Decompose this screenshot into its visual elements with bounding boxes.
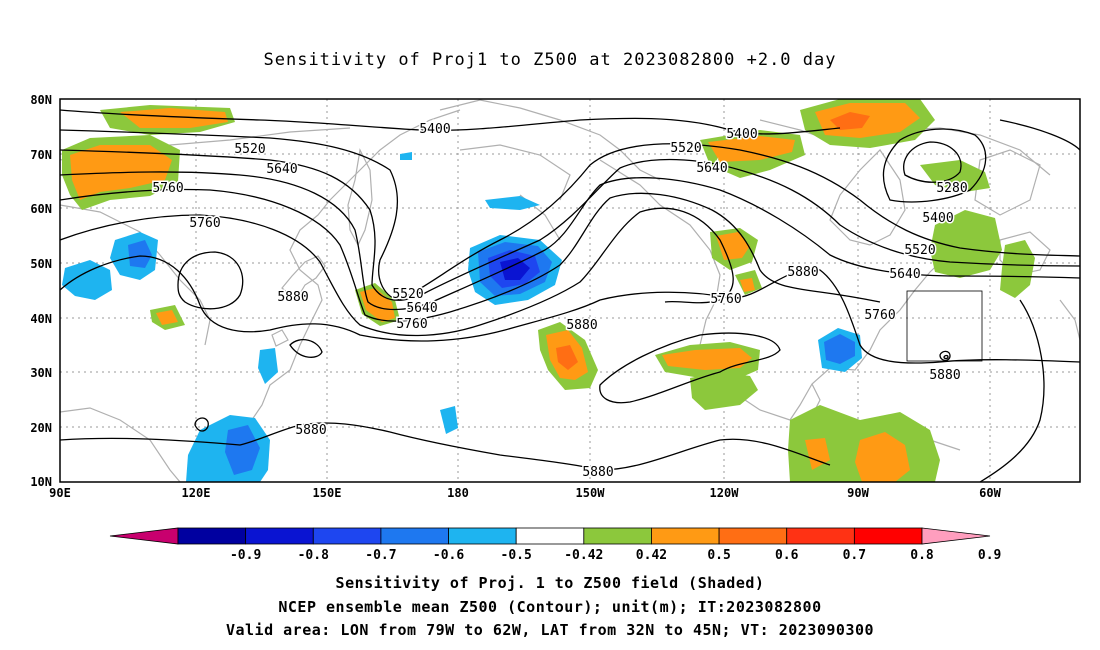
contour-label: 5880 bbox=[295, 423, 326, 438]
colorbar-tick-label: -0.9 bbox=[230, 548, 261, 563]
lat-label: 60N bbox=[30, 202, 52, 216]
colorbar-high-extend bbox=[921, 527, 991, 545]
contour-label: 5640 bbox=[696, 161, 727, 176]
map-title: Sensitivity of Proj1 to Z500 at 20230828… bbox=[263, 50, 837, 70]
colorbar-swatch bbox=[448, 527, 517, 545]
contour-label: 5760 bbox=[396, 317, 427, 332]
lon-label: 60W bbox=[979, 486, 1001, 500]
colorbar-swatch bbox=[718, 527, 788, 545]
lat-label: 30N bbox=[30, 366, 52, 380]
contour-label: 5520 bbox=[904, 243, 935, 258]
latitude-axis: 80N 70N 60N 50N 40N 30N 20N 10N bbox=[30, 93, 52, 489]
colorbar-swatch bbox=[853, 527, 923, 545]
colorbar-swatch bbox=[312, 527, 382, 545]
colorbar-tick-label: 0.5 bbox=[707, 548, 730, 563]
contour-label: 5880 bbox=[929, 368, 960, 383]
lon-label: 180 bbox=[447, 486, 469, 500]
lat-label: 70N bbox=[30, 148, 52, 162]
caption-shaded: Sensitivity of Proj. 1 to Z500 field (Sh… bbox=[335, 574, 765, 592]
colorbar-swatch bbox=[245, 527, 314, 545]
colorbar-tick-label: 0.6 bbox=[775, 548, 799, 563]
colorbar-tick-label: -0.5 bbox=[501, 548, 532, 563]
colorbar: -0.9 -0.8 -0.7 -0.6 -0.5 -0.42 0.42 0.5 0.6 0.7 0.… bbox=[109, 527, 1001, 563]
contour-label: 5520 bbox=[670, 141, 701, 156]
contour-label: 5400 bbox=[726, 127, 757, 142]
lon-label: 90E bbox=[49, 486, 71, 500]
contour-label: 5400 bbox=[922, 211, 953, 226]
lat-label: 40N bbox=[30, 312, 52, 326]
colorbar-low-extend bbox=[109, 527, 179, 545]
lon-label: 90W bbox=[847, 486, 869, 500]
colorbar-swatch bbox=[515, 527, 585, 545]
negative-sensitivity-patches bbox=[62, 152, 862, 482]
colorbar-tick-label: 0.7 bbox=[843, 548, 866, 563]
contour-label: 5640 bbox=[406, 301, 437, 316]
contour-label: 5520 bbox=[234, 142, 265, 157]
contour-label: 5880 bbox=[566, 318, 597, 333]
contour-label: 5640 bbox=[889, 267, 920, 282]
colorbar-tick-label: -0.6 bbox=[433, 548, 464, 563]
longitude-axis: 90E 120E 150E 180 150W 120W 90W 60W bbox=[49, 486, 1001, 500]
colorbar-swatch bbox=[380, 527, 449, 545]
contour-label: 5520 bbox=[392, 287, 423, 302]
colorbar-swatch bbox=[177, 527, 247, 545]
lat-label: 50N bbox=[30, 257, 52, 271]
lon-label: 150E bbox=[313, 486, 342, 500]
colorbar-tick-label: 0.8 bbox=[910, 548, 934, 563]
contour-label: 5760 bbox=[152, 181, 183, 196]
valid-area-box bbox=[906, 290, 983, 362]
contour-label: 5760 bbox=[710, 292, 741, 307]
lat-label: 20N bbox=[30, 421, 52, 435]
colorbar-tick-label: -0.8 bbox=[298, 548, 329, 563]
colorbar-tick-label: -0.42 bbox=[564, 548, 603, 563]
colorbar-tick-label: 0.9 bbox=[978, 548, 1001, 563]
colorbar-swatch bbox=[583, 527, 652, 545]
caption-contour: NCEP ensemble mean Z500 (Contour); unit(… bbox=[278, 598, 822, 616]
colorbar-tick-label: 0.42 bbox=[636, 548, 667, 563]
contour-label: 5880 bbox=[582, 465, 613, 480]
plot-frame bbox=[59, 98, 1081, 483]
colorbar-tick-label: -0.7 bbox=[365, 548, 396, 563]
colorbar-swatch bbox=[651, 527, 720, 545]
z500-contours bbox=[60, 109, 1080, 482]
contour-label: 5760 bbox=[189, 216, 220, 231]
lat-label: 10N bbox=[30, 475, 52, 489]
colorbar-swatch bbox=[786, 527, 855, 545]
contour-label: 5880 bbox=[277, 290, 308, 305]
lat-label: 80N bbox=[30, 93, 52, 107]
contour-label: 5640 bbox=[266, 162, 297, 177]
caption-valid-area: Valid area: LON from 79W to 62W, LAT fro… bbox=[225, 621, 875, 639]
contour-label: 5280 bbox=[936, 181, 967, 196]
lon-label: 120W bbox=[710, 486, 740, 500]
contour-label: 5760 bbox=[864, 308, 895, 323]
lon-label: 150W bbox=[576, 486, 606, 500]
contour-label: 5880 bbox=[787, 265, 818, 280]
lon-label: 120E bbox=[182, 486, 211, 500]
contour-label: 5400 bbox=[419, 122, 450, 137]
